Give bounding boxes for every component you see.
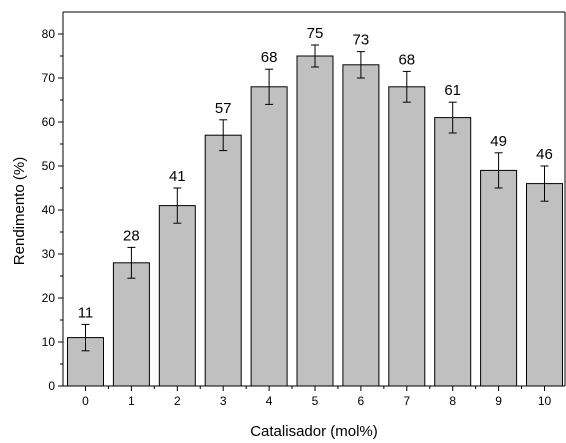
y-tick-label: 70 xyxy=(42,71,56,85)
error-bar-0 xyxy=(81,323,90,352)
error-bar-2 xyxy=(173,187,182,224)
data-label-1: 28 xyxy=(123,227,140,244)
x-axis-label: Catalisador (mol%) xyxy=(250,423,378,440)
y-tick-label: 80 xyxy=(42,27,56,41)
data-labels: 11 28 41 57 68 75 73 68 61 49 46 xyxy=(78,25,553,321)
error-bar-8 xyxy=(448,101,457,134)
bar-4 xyxy=(250,86,288,387)
y-tick-label: 40 xyxy=(42,203,56,217)
x-tick-label: 5 xyxy=(312,394,319,408)
bar-6 xyxy=(342,64,380,387)
bar-10 xyxy=(526,183,563,387)
error-bar-4 xyxy=(265,68,274,105)
x-tick-label: 8 xyxy=(449,394,456,408)
x-tick-label: 0 xyxy=(82,394,89,408)
y-tick-label: 0 xyxy=(48,379,55,393)
data-label-7: 68 xyxy=(398,51,415,68)
error-bar-7 xyxy=(402,70,411,103)
y-tick-label: 10 xyxy=(42,335,56,349)
data-label-6: 73 xyxy=(353,32,370,49)
bar-1 xyxy=(112,262,150,387)
error-bar-9 xyxy=(494,152,503,189)
y-tick-label: 60 xyxy=(42,115,56,129)
error-bar-6 xyxy=(356,51,365,79)
y-tick-label: 50 xyxy=(42,159,56,173)
plot-area xyxy=(63,11,566,386)
data-label-8: 61 xyxy=(444,82,461,99)
x-tick-label: 1 xyxy=(128,394,135,408)
error-bar-1 xyxy=(127,246,136,279)
x-tick-label: 9 xyxy=(495,394,502,408)
x-tick-label: 10 xyxy=(538,394,552,408)
bar-2 xyxy=(158,205,196,387)
y-tick-label: 20 xyxy=(42,291,56,305)
data-label-5: 75 xyxy=(307,25,324,42)
data-label-2: 41 xyxy=(169,168,186,185)
error-bar-5 xyxy=(311,44,319,68)
data-label-10: 46 xyxy=(536,146,553,163)
y-axis-label: Rendimento (%) xyxy=(11,157,28,265)
x-tick-label: 3 xyxy=(220,394,227,408)
x-axis: 0 1 2 3 4 5 6 7 8 9 10 xyxy=(63,385,565,408)
x-tick-label: 4 xyxy=(266,394,273,408)
y-axis: 0 10 20 30 40 50 60 70 80 xyxy=(42,12,64,393)
y-tick-label: 30 xyxy=(42,247,56,261)
bar-9 xyxy=(480,169,518,387)
bar-7 xyxy=(388,86,426,387)
data-label-0: 11 xyxy=(78,304,94,321)
bar-3 xyxy=(204,134,242,387)
bars xyxy=(67,55,563,387)
x-tick-label: 2 xyxy=(174,394,181,408)
error-bar-10 xyxy=(540,165,549,202)
x-tick-label: 7 xyxy=(403,394,410,408)
error-bar-3 xyxy=(219,119,228,152)
data-label-9: 49 xyxy=(490,133,507,150)
data-label-4: 68 xyxy=(261,49,278,66)
error-bars xyxy=(81,44,549,352)
data-label-3: 57 xyxy=(215,100,232,117)
x-tick-label: 6 xyxy=(358,394,365,408)
bar-5 xyxy=(296,55,334,387)
bar-8 xyxy=(434,117,472,387)
